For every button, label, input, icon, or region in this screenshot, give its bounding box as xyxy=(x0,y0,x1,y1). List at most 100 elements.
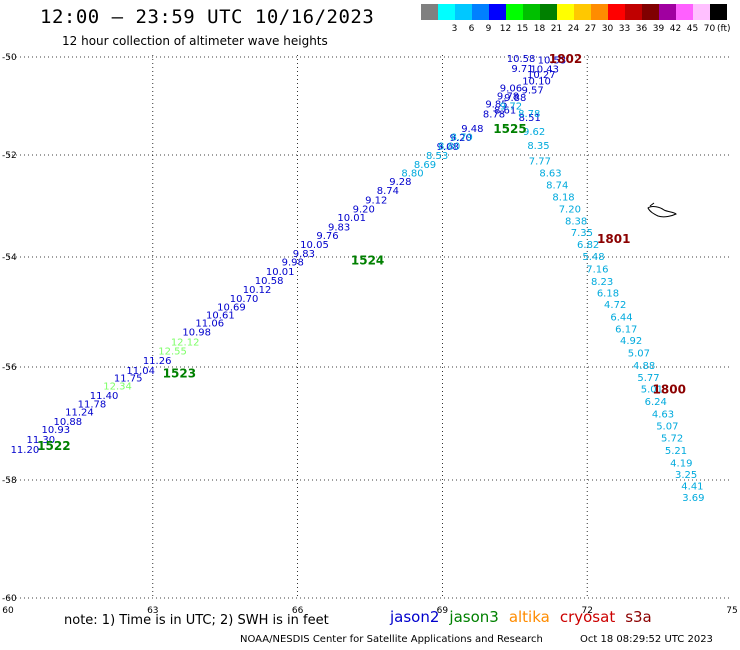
footer-credit: NOAA/NESDIS Center for Satellite Applica… xyxy=(240,634,543,645)
swh-value: 10.88 xyxy=(54,417,83,428)
swh-value: 10.93 xyxy=(41,425,70,436)
x-tick-label: 72 xyxy=(581,606,592,616)
satellite-name: cryosat xyxy=(559,608,616,626)
swh-value: 9.83 xyxy=(293,249,315,260)
legend-swatch xyxy=(540,4,557,20)
legend-swatch xyxy=(472,4,489,20)
swh-value: 8.78 xyxy=(483,109,505,120)
swh-value: 10.53 xyxy=(538,56,567,67)
legend-swatch xyxy=(659,4,676,20)
swh-value: 8.51 xyxy=(519,113,541,124)
time-label: 1525 xyxy=(493,122,526,136)
legend-swatch xyxy=(455,4,472,20)
swh-value: 6.17 xyxy=(615,324,637,335)
legend-label: 30 xyxy=(601,24,614,34)
swh-value: 9.76 xyxy=(316,231,338,242)
swh-value: 10.10 xyxy=(522,77,551,88)
swh-value: 5.01 xyxy=(641,385,663,396)
swh-value: 11.26 xyxy=(143,356,172,367)
swh-value: 4.72 xyxy=(604,300,626,311)
swh-value: 7.35 xyxy=(571,228,593,239)
legend-swatch xyxy=(693,4,710,20)
satellite-name: jason3 xyxy=(449,608,499,626)
swh-value: 9.20 xyxy=(353,205,375,216)
legend-swatch xyxy=(574,4,591,20)
swh-value: 12.12 xyxy=(171,337,200,348)
legend-swatch xyxy=(608,4,625,20)
swh-value: 7.77 xyxy=(529,157,551,168)
swh-value: 9.12 xyxy=(365,195,387,206)
swh-value: 8.63 xyxy=(539,169,561,180)
legend-label: 42 xyxy=(669,24,682,34)
legend-label: 21 xyxy=(550,24,563,34)
swh-value: 10.58 xyxy=(507,54,536,65)
satellite-legend: jason2 jason3 altika cryosat s3a xyxy=(390,608,662,626)
y-tick-label: -54 xyxy=(2,253,17,263)
swh-value: 5.21 xyxy=(665,446,687,457)
swh-value: 9.48 xyxy=(461,124,483,135)
swh-value: 9.78 xyxy=(497,92,519,103)
time-label: 1523 xyxy=(163,367,196,381)
legend-swatch xyxy=(506,4,523,20)
legend-label: 45 xyxy=(686,24,699,34)
swh-value: 8.61 xyxy=(494,106,516,117)
legend-swatch xyxy=(591,4,608,20)
legend-swatch xyxy=(438,4,455,20)
swh-value: 8.38 xyxy=(565,216,587,227)
legend-label: 15 xyxy=(516,24,529,34)
time-label: 1802 xyxy=(549,52,582,66)
swh-value: 5.77 xyxy=(637,373,659,384)
swh-value: 9.57 xyxy=(522,86,544,97)
y-tick-label: -58 xyxy=(2,476,17,486)
swh-value: 8.74 xyxy=(546,180,568,191)
swh-value: 6.18 xyxy=(597,288,619,299)
swh-value: 8.74 xyxy=(377,186,399,197)
swh-value: 7.16 xyxy=(586,265,608,276)
satellite-name: s3a xyxy=(625,608,652,626)
swh-value: 11.04 xyxy=(126,366,155,377)
swh-value: 11.40 xyxy=(90,391,119,402)
y-tick-label: -52 xyxy=(2,151,17,161)
x-tick-label: 66 xyxy=(292,606,304,616)
swh-value: 6.82 xyxy=(577,240,599,251)
y-tick-label: -56 xyxy=(2,363,17,373)
swh-value: 9.72 xyxy=(500,101,522,112)
swh-value: 10.05 xyxy=(300,240,329,251)
x-tick-label: 75 xyxy=(726,606,737,616)
swh-value: 9.85 xyxy=(485,100,507,111)
legend-swatch xyxy=(676,4,693,20)
swh-value: 3.25 xyxy=(675,470,697,481)
y-tick-label: -50 xyxy=(2,53,17,63)
legend-label: 36 xyxy=(635,24,648,34)
legend-label: 33 xyxy=(618,24,631,34)
swh-value: 12.55 xyxy=(158,346,187,357)
swh-value: 9.08 xyxy=(437,142,459,153)
legend-label: 3 xyxy=(451,24,458,34)
swh-value: 5.72 xyxy=(661,434,683,445)
legend-swatch xyxy=(625,4,642,20)
page-subtitle: 12 hour collection of altimeter wave hei… xyxy=(62,34,328,48)
time-label: 1524 xyxy=(351,254,384,268)
page-title: 12:00 – 23:59 UTC 10/16/2023 xyxy=(40,6,375,28)
x-tick-label: 60 xyxy=(2,606,14,616)
swh-value: 8.69 xyxy=(414,160,436,171)
y-tick-label: -60 xyxy=(2,594,17,604)
x-tick-label: 63 xyxy=(147,606,158,616)
x-tick-label: 69 xyxy=(437,606,449,616)
swh-value: 10.61 xyxy=(206,310,235,321)
island-outline xyxy=(647,202,677,218)
swh-value: 5.07 xyxy=(628,349,650,360)
swh-value: 8.79 xyxy=(451,132,473,143)
legend-swatch xyxy=(489,4,506,20)
legend-unit: (ft) xyxy=(717,24,731,34)
swh-value: 9.20 xyxy=(450,133,472,144)
swh-value: 10.12 xyxy=(243,285,272,296)
swh-value: 4.41 xyxy=(681,481,703,492)
swh-value: 11.24 xyxy=(65,408,94,419)
swh-value: 11.06 xyxy=(195,319,224,330)
swh-value: 8.35 xyxy=(527,141,549,152)
legend-label: 6 xyxy=(468,24,475,34)
swh-value: 11.30 xyxy=(27,435,56,446)
